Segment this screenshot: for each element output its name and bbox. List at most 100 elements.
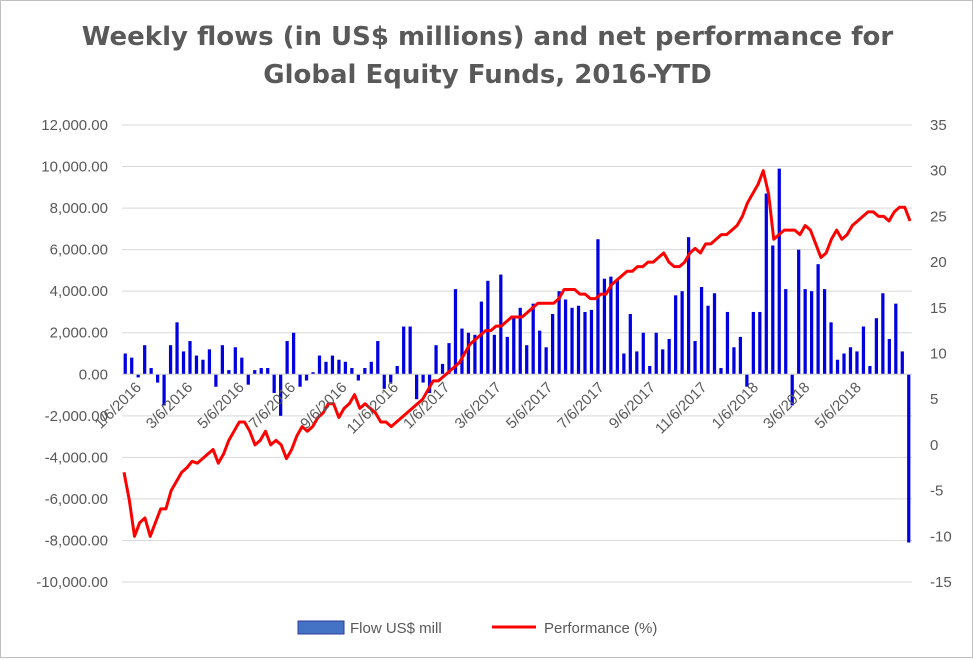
- flow-bar: [894, 303, 898, 375]
- flow-bar: [382, 374, 386, 389]
- legend: Flow US$ mill Performance (%): [297, 620, 657, 637]
- legend-label-flow: Flow US$ mill: [350, 620, 442, 637]
- flow-bar: [686, 237, 691, 375]
- flow-bar: [324, 361, 328, 375]
- flow-bar: [563, 299, 568, 375]
- flow-bar: [272, 374, 276, 393]
- left-tick-label: -10,000.00: [36, 574, 108, 591]
- flow-bar: [635, 351, 639, 375]
- flow-bar: [369, 361, 373, 375]
- right-tick-label: -10: [930, 528, 952, 545]
- flow-bar: [583, 311, 587, 375]
- flow-bar: [661, 349, 665, 375]
- flow-bar: [440, 363, 445, 375]
- flow-bar: [544, 347, 548, 375]
- flow-bar: [725, 311, 730, 375]
- x-tick-label: 9/6/2016: [297, 379, 350, 432]
- flow-bar: [466, 332, 471, 375]
- flow-bar: [764, 193, 768, 375]
- flow-bar: [207, 349, 212, 375]
- flow-bar: [402, 326, 406, 375]
- flow-bar: [376, 341, 380, 375]
- flow-bar: [434, 345, 438, 375]
- left-tick-label: -4,000.00: [45, 449, 108, 466]
- x-tick-label: 11/6/2017: [652, 379, 710, 437]
- flow-bar: [356, 374, 360, 381]
- flow-bar: [784, 289, 788, 375]
- flow-bar: [337, 359, 341, 375]
- flow-bar: [855, 351, 859, 375]
- flow-bar: [674, 295, 678, 375]
- flow-bar: [751, 311, 755, 375]
- x-tick-label: 1/6/2018: [709, 379, 762, 432]
- flow-bar: [453, 289, 458, 375]
- flow-bar: [330, 355, 335, 375]
- flow-bar: [499, 274, 503, 375]
- flow-bar: [389, 374, 393, 383]
- x-axis-ticks: 1/6/20163/6/20165/6/20167/6/20169/6/2016…: [92, 379, 865, 437]
- flow-bar: [136, 374, 140, 378]
- flow-bar: [149, 368, 153, 375]
- x-tick-label: 5/6/2016: [194, 379, 247, 432]
- left-tick-label: 4,000.00: [50, 283, 108, 300]
- flow-bar: [881, 293, 885, 375]
- flow-bar: [874, 318, 879, 375]
- flow-bar: [641, 332, 645, 375]
- flow-bar: [810, 291, 814, 375]
- flow-bar: [220, 345, 224, 375]
- x-tick-label: 11/6/2016: [344, 379, 402, 437]
- flow-bar: [194, 355, 199, 375]
- flow-bar: [447, 343, 451, 375]
- right-tick-label: 35: [930, 117, 947, 134]
- left-tick-label: -6,000.00: [45, 491, 108, 508]
- flow-bar: [427, 374, 432, 393]
- flow-bar: [123, 353, 127, 375]
- left-tick-label: -8,000.00: [45, 532, 108, 549]
- right-tick-label: 0: [930, 437, 938, 454]
- left-tick-label: 0.00: [79, 366, 108, 383]
- flow-bar: [816, 264, 820, 375]
- flow-bar: [181, 351, 186, 375]
- flow-bar: [822, 289, 827, 375]
- flow-bar: [667, 338, 671, 375]
- flow-bar: [233, 347, 237, 375]
- flow-bar: [777, 168, 781, 375]
- x-tick-label: 9/6/2017: [606, 379, 659, 432]
- flow-bar: [868, 365, 872, 375]
- flow-bar: [408, 326, 412, 375]
- x-tick-label: 5/6/2018: [812, 379, 865, 432]
- right-tick-label: 15: [930, 300, 947, 317]
- flow-bar: [654, 332, 658, 375]
- flow-bar: [479, 301, 484, 375]
- flow-bar: [551, 314, 555, 375]
- flow-bar: [130, 357, 134, 375]
- flow-bar: [758, 311, 762, 375]
- flow-bar: [285, 341, 289, 375]
- flow-bar: [693, 341, 697, 375]
- flow-bar: [732, 347, 736, 375]
- flow-bar: [227, 370, 231, 375]
- left-tick-label: 2,000.00: [50, 325, 108, 342]
- chart-title-line-2: Global Equity Funds, 2016-YTD: [263, 60, 712, 90]
- right-tick-label: 5: [930, 391, 938, 408]
- flow-bar: [719, 368, 723, 375]
- flow-bar: [525, 345, 529, 375]
- left-tick-label: 8,000.00: [50, 200, 108, 217]
- flow-bar: [835, 359, 840, 375]
- flow-bar: [518, 307, 522, 375]
- flow-bar: [602, 278, 607, 375]
- flow-bar: [609, 276, 613, 375]
- flow-bar: [201, 359, 205, 375]
- flow-bars: [123, 168, 911, 543]
- x-tick-label: 1/6/2017: [400, 379, 453, 432]
- flow-bar: [790, 374, 794, 406]
- flow-bar: [538, 330, 542, 375]
- flow-bar: [531, 303, 535, 375]
- x-tick-label: 7/6/2017: [554, 379, 607, 432]
- flow-bar: [596, 239, 600, 375]
- flow-bar: [473, 334, 477, 375]
- flow-bar: [266, 368, 270, 375]
- flow-bar: [907, 374, 911, 543]
- flow-bar: [648, 365, 652, 375]
